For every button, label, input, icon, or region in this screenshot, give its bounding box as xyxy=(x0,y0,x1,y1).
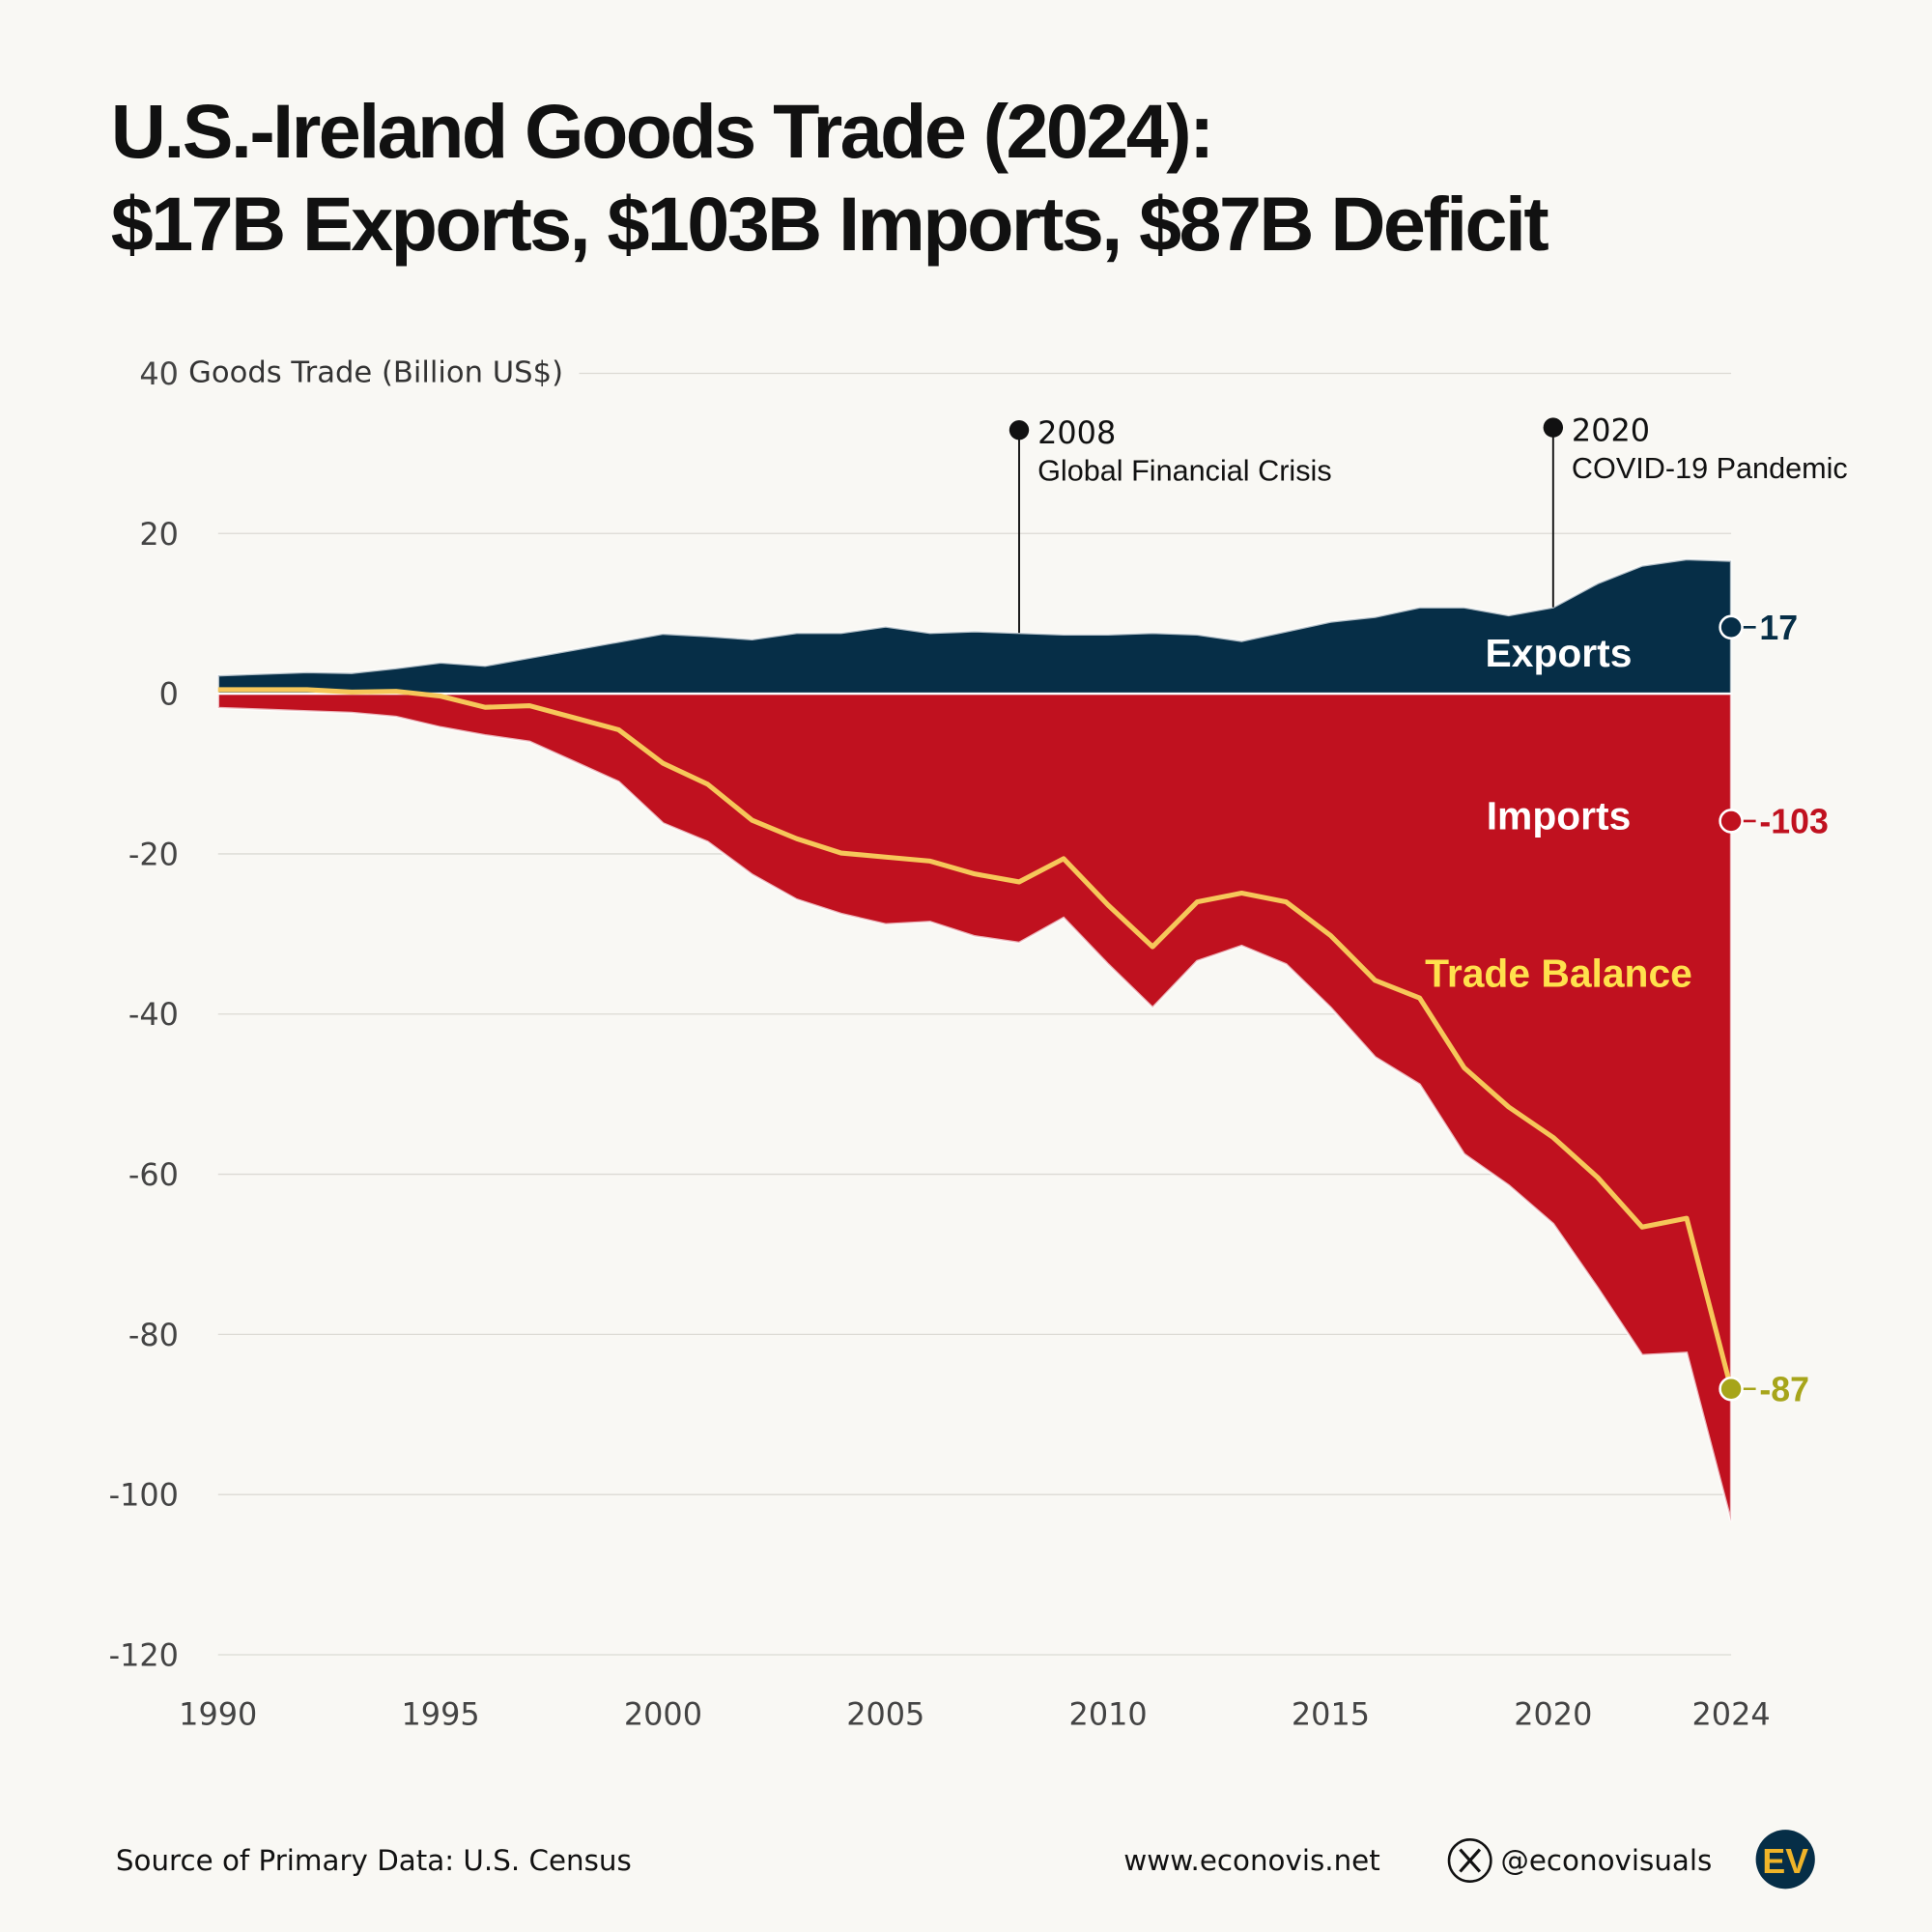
annotation-year: 2008 xyxy=(1037,414,1116,451)
x-tick-label: 2024 xyxy=(1692,1696,1771,1733)
x-tick-label: 2020 xyxy=(1514,1696,1592,1733)
source-text: Source of Primary Data: U.S. Census xyxy=(116,1844,632,1877)
y-tick-label: 20 xyxy=(139,516,179,553)
annotation-marker xyxy=(1543,417,1564,438)
x-tick-label: 1995 xyxy=(402,1696,480,1733)
balance-end-value: -87 xyxy=(1759,1371,1809,1409)
x-tick-label: 2000 xyxy=(624,1696,702,1733)
social-handle[interactable]: @econovisuals xyxy=(1501,1844,1713,1877)
trade-balance-label: Trade Balance xyxy=(1425,952,1692,996)
y-tick-label: 0 xyxy=(159,676,179,713)
y-tick-label: -20 xyxy=(128,836,179,872)
areas xyxy=(216,557,1734,1522)
exports-area xyxy=(216,557,1733,696)
title-line-2: $17B Exports, $103B Imports, $87B Defici… xyxy=(111,181,1549,267)
x-tick-label: 2005 xyxy=(846,1696,924,1733)
y-tick-label: -40 xyxy=(128,996,179,1033)
exports-end-value: 17 xyxy=(1759,609,1798,647)
annotation-text: Global Financial Crisis xyxy=(1037,454,1331,487)
imports-end-marker xyxy=(1719,809,1744,834)
y-tick-label: -120 xyxy=(109,1636,179,1673)
website-link[interactable]: www.econovis.net xyxy=(1123,1844,1379,1877)
annotation-year: 2020 xyxy=(1572,412,1650,449)
x-logo-icon[interactable] xyxy=(1447,1838,1492,1883)
annotation-marker xyxy=(1009,419,1030,440)
imports-end-value: -103 xyxy=(1759,803,1828,841)
y-tick-label: -80 xyxy=(128,1317,179,1353)
econovis-logo: EV xyxy=(1755,1830,1815,1889)
y-tick-label: -100 xyxy=(109,1477,179,1514)
y-tick-label: -60 xyxy=(128,1156,179,1193)
title-line-1: U.S.-Ireland Goods Trade (2024): xyxy=(111,88,1212,174)
exports-end-marker xyxy=(1719,614,1744,640)
annotation-text: COVID-19 Pandemic xyxy=(1572,452,1848,485)
y-tick-label: 40 xyxy=(139,355,179,392)
imports-area xyxy=(216,692,1733,1522)
balance-end-marker xyxy=(1719,1376,1744,1402)
exports-label: Exports xyxy=(1486,631,1633,675)
series-labels: Exports Imports Trade Balance 17 -103 -87 xyxy=(1425,609,1829,1408)
y-axis-label: Goods Trade (Billion US$) xyxy=(188,355,563,389)
x-axis: 1990 1995 2000 2005 2010 2015 2020 2024 xyxy=(179,1696,1770,1733)
imports-label: Imports xyxy=(1487,793,1632,838)
x-tick-label: 2010 xyxy=(1069,1696,1148,1733)
trade-balance-line xyxy=(217,687,1734,1390)
x-tick-label: 2015 xyxy=(1292,1696,1370,1733)
svg-text:EV: EV xyxy=(1762,1842,1808,1881)
x-tick-label: 1990 xyxy=(179,1696,257,1733)
y-axis: 40 20 0 -20 -40 -60 -80 -100 -120 xyxy=(109,355,179,1674)
